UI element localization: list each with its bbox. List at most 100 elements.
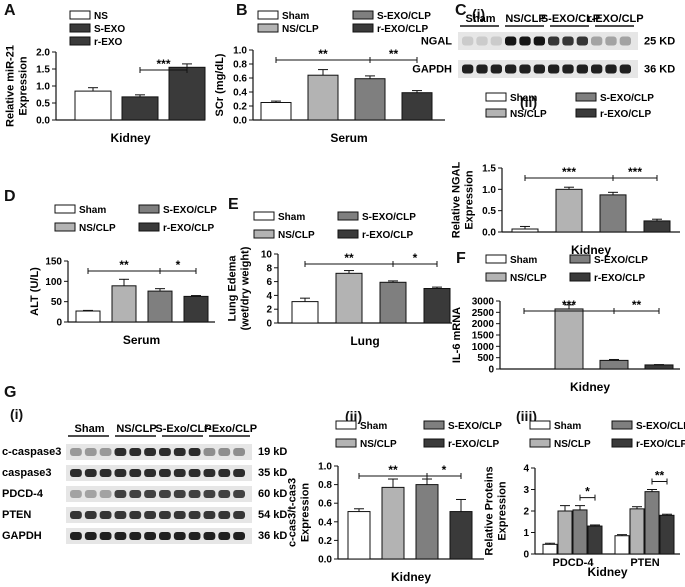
y-axis-label: Lung Edema (wet/dry weight): [227, 246, 252, 330]
blot-band: [548, 64, 560, 74]
y-tick-label: 0.6: [318, 499, 332, 510]
y-tick-label: 10: [261, 250, 273, 261]
legend-label: Sham: [510, 255, 537, 266]
blot-band: [233, 511, 245, 519]
blot-band: [173, 490, 186, 498]
blot-band: [99, 448, 112, 456]
legend-swatch: [352, 23, 374, 33]
panel-label-b: B: [236, 2, 248, 19]
blot-row-label: c-caspase3: [2, 446, 61, 458]
blot-band: [218, 448, 231, 456]
legend-label: r-EXO/CLP: [448, 439, 499, 450]
significance-label: **: [388, 463, 398, 477]
blot-group-label: r-Exo/CLP: [204, 423, 257, 435]
panel-label-g: G: [4, 384, 17, 401]
blot-band: [84, 490, 97, 498]
y-axis-label-line: Expression: [300, 483, 312, 543]
blot-row-label: PDCD-4: [2, 488, 44, 500]
blot-band: [114, 448, 127, 456]
blot-band: [99, 511, 112, 519]
blot-band: [562, 36, 574, 46]
legend-swatch: [575, 108, 597, 118]
y-axis-label: Relative miR-21 Expression: [5, 45, 30, 127]
blot-band: [159, 532, 171, 540]
legend-swatch: [485, 254, 507, 264]
blot-band: [505, 64, 517, 74]
legend-swatch: [253, 211, 275, 221]
blot-band: [218, 511, 231, 519]
y-tick-label: 0.0: [233, 116, 247, 127]
legend-label: S-EXO/CLP: [377, 11, 431, 22]
legend-swatch: [575, 92, 597, 102]
blot-band: [233, 448, 245, 456]
legend-swatch: [253, 229, 275, 239]
y-tick-label: 0: [488, 365, 494, 376]
bar: [423, 288, 451, 324]
blot-band: [99, 469, 112, 477]
bar: [379, 281, 407, 324]
significance-label: *: [585, 485, 590, 499]
blot-band: [129, 511, 142, 519]
blot-group-label: NS/CLP: [116, 423, 156, 435]
blot-band: [114, 469, 127, 477]
significance-label: ***: [628, 165, 642, 179]
y-tick-label: 1.0: [36, 82, 50, 93]
y-tick-label: 0.6: [233, 74, 247, 85]
significance-label: *: [413, 251, 418, 265]
legend-label: Sham: [278, 212, 305, 223]
blot-band: [203, 532, 216, 540]
y-tick-label: 150: [45, 257, 62, 268]
y-tick-label: 2: [266, 305, 272, 316]
legend-label: NS/CLP: [79, 223, 116, 234]
blot-row-label: caspase3: [2, 467, 52, 479]
y-tick-label: 0: [523, 550, 529, 561]
legend-label: NS/CLP: [510, 109, 547, 120]
x-axis-label: Kidney: [571, 243, 611, 257]
y-tick-label: 2: [523, 507, 529, 518]
blot-band: [203, 511, 216, 519]
significance-label: ***: [562, 165, 576, 179]
bar: [401, 92, 433, 121]
y-tick-label: 0.5: [482, 206, 496, 217]
blot-band: [188, 469, 201, 477]
y-tick-label: 0.4: [318, 517, 332, 528]
y-tick-label: 6: [266, 277, 272, 288]
y-tick-label: 1.5: [482, 164, 496, 175]
y-tick-label: 100: [45, 277, 62, 288]
y-tick-label: 50: [51, 297, 63, 308]
legend-label: Sham: [79, 205, 106, 216]
y-axis-label-line: SCr (mg/dL): [214, 53, 226, 116]
blot-group-label: S-Exo/CLP: [155, 423, 211, 435]
legend-swatch: [335, 420, 357, 430]
blot-band: [173, 532, 186, 540]
y-axis-label: ALT (U/L): [29, 267, 41, 316]
bar: [111, 285, 137, 323]
y-tick-label: 0.8: [233, 60, 247, 71]
blot-band: [159, 490, 171, 498]
y-tick-label: 0: [266, 319, 272, 330]
panel-label-a: A: [4, 2, 16, 19]
y-tick-label: 1000: [472, 342, 495, 353]
blot-group-label: NS/CLP: [505, 13, 545, 25]
y-tick-label: 0.0: [36, 116, 50, 127]
blot-row-label: GAPDH: [412, 64, 452, 76]
group-label: PDCD-4: [553, 557, 595, 569]
legend-label: NS/CLP: [282, 24, 319, 35]
blot-band: [519, 36, 531, 46]
y-tick-label: 2500: [472, 308, 495, 319]
blot-band: [203, 490, 216, 498]
y-axis-label-line: Relative miR-21: [5, 45, 17, 127]
blot-band: [70, 448, 82, 456]
blot-band: [519, 64, 531, 74]
legend-label: Sham: [510, 93, 537, 104]
legend-label: r-EXO/CLP: [163, 223, 214, 234]
legend-label: NS/CLP: [554, 439, 591, 450]
significance-label: **: [344, 251, 354, 265]
legend-label: r-EXO/CLP: [594, 273, 645, 284]
blot-band: [562, 64, 574, 74]
legend-swatch: [138, 204, 160, 214]
blot-band: [99, 490, 112, 498]
blot-band: [114, 532, 127, 540]
significance-label: **: [318, 47, 328, 61]
